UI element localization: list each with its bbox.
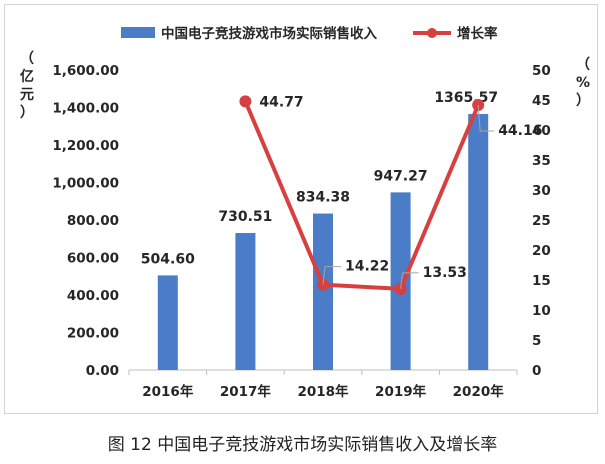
y-left-axis-label: ）	[20, 105, 34, 121]
legend-bar-swatch	[121, 27, 155, 38]
x-tick-label: 2017年	[220, 383, 272, 400]
legend-line-marker	[427, 28, 437, 38]
y-left-tick-label: 400.00	[67, 288, 119, 304]
line-data-label: 44.77	[259, 94, 303, 110]
y-left-axis-label: 元	[20, 87, 34, 103]
y-right-tick-label: 35	[532, 153, 551, 169]
y-right-tick-label: 25	[532, 213, 551, 229]
y-left-tick-label: 600.00	[67, 251, 119, 267]
y-right-tick-label: 5	[532, 333, 541, 349]
x-tick-label: 2019年	[375, 383, 427, 400]
bar-data-label: 947.27	[374, 168, 428, 184]
bar	[235, 233, 256, 370]
growth-line	[243, 100, 481, 291]
y-left-tick-label: 1,200.00	[52, 138, 119, 154]
y-right-axis-label: ）	[576, 93, 590, 109]
line-data-label: 14.22	[345, 259, 389, 275]
y-right-axis-label: %	[576, 75, 590, 91]
label-leader-line	[400, 272, 419, 289]
growth-marker	[239, 95, 252, 108]
y-left-axis-label: （	[20, 51, 34, 67]
y-right-tick-label: 50	[532, 63, 551, 79]
x-tick-label: 2020年	[453, 383, 505, 400]
legend-line-label: 增长率	[457, 25, 498, 42]
label-leader-line	[477, 105, 495, 132]
x-tick-label: 2018年	[297, 383, 349, 400]
chart-frame: 0.00 200.00 400.00 600.00 800.00 1,000.00 1,20…	[4, 4, 598, 414]
line-data-label: 13.53	[423, 265, 467, 281]
y-right-tick-label: 10	[532, 303, 551, 319]
bar-data-label: 1365.57	[434, 90, 498, 106]
y-right-tick-label: 0	[532, 363, 541, 379]
label-leader-line	[322, 266, 341, 285]
y-right-tick-label: 20	[532, 243, 551, 259]
bar-data-label: 504.60	[141, 251, 195, 267]
bar	[468, 113, 489, 370]
y-left-axis-label: 亿	[20, 68, 34, 85]
bar	[313, 213, 333, 370]
bar-data-label: 730.51	[218, 209, 272, 225]
y-left-tick-label: 200.00	[67, 326, 119, 342]
y-right-tick-label: 45	[532, 93, 551, 109]
legend-bar-label: 中国电子竞技游戏市场实际销售收入	[161, 25, 377, 42]
bar	[390, 192, 411, 370]
figure-caption: 图 12 中国电子竞技游戏市场实际销售收入及增长率	[107, 435, 498, 455]
chart-svg: 0.00 200.00 400.00 600.00 800.00 1,000.00 1,20…	[20, 25, 590, 400]
y-left-tick-label: 800.00	[67, 213, 119, 229]
y-right-tick-label: 40	[532, 123, 551, 139]
y-right-axis-label: （	[576, 57, 590, 73]
bar-data-label: 834.38	[296, 190, 350, 206]
line-data-label: 44.16	[498, 123, 542, 139]
y-right-tick-label: 15	[532, 273, 551, 289]
y-left-tick-label: 1,400.00	[52, 101, 119, 117]
bar	[157, 275, 178, 370]
y-left-tick-label: 0.00	[86, 363, 119, 379]
y-right-tick-label: 30	[532, 183, 551, 199]
y-left-tick-label: 1,600.00	[52, 63, 119, 79]
x-tick-label: 2016年	[142, 383, 194, 400]
y-left-tick-label: 1,000.00	[52, 176, 119, 192]
